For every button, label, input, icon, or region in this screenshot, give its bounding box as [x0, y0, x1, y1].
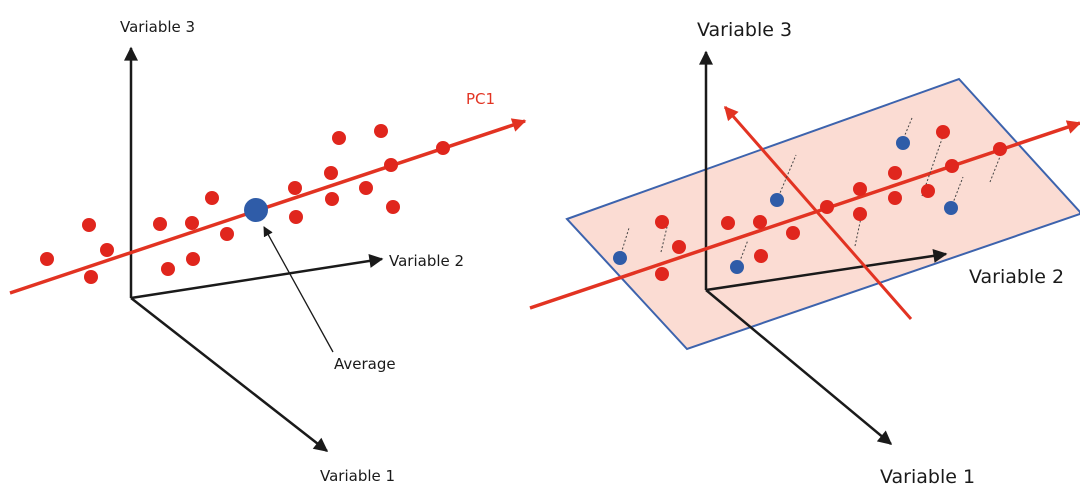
- data-point: [853, 207, 867, 221]
- right-variable2-label: Variable 2: [969, 266, 1064, 288]
- data-point: [386, 200, 400, 214]
- data-point: [921, 184, 935, 198]
- data-point: [325, 192, 339, 206]
- left-variable2-label: Variable 2: [389, 252, 464, 270]
- left-variable1-label: Variable 1: [320, 467, 395, 485]
- data-point: [721, 216, 735, 230]
- data-point: [753, 215, 767, 229]
- right-blue-points: [613, 136, 958, 274]
- data-point: [672, 240, 686, 254]
- average-point: [244, 198, 268, 222]
- data-point: [936, 125, 950, 139]
- right-axis-variable1: [705, 289, 893, 445]
- data-point: [853, 182, 867, 196]
- left-axis-variable1: [130, 297, 329, 452]
- data-point: [324, 166, 338, 180]
- pc1-label: PC1: [466, 90, 495, 108]
- right-axis-variable2: [705, 248, 948, 292]
- data-point: [161, 262, 175, 276]
- right-variable3-label: Variable 3: [697, 19, 792, 41]
- right-variable1-label: Variable 1: [880, 466, 975, 488]
- data-point: [332, 131, 346, 145]
- left-data-points: [40, 124, 450, 284]
- left-variable3-label: Variable 3: [120, 18, 195, 36]
- data-point: [786, 226, 800, 240]
- left-axis-variable2: [130, 254, 384, 300]
- data-point: [436, 141, 450, 155]
- data-point: [384, 158, 398, 172]
- blue-point: [944, 201, 958, 215]
- right-pc1-line: [529, 120, 1080, 310]
- data-point: [289, 210, 303, 224]
- data-point: [205, 191, 219, 205]
- data-point: [82, 218, 96, 232]
- right-pc2-line: [723, 105, 913, 320]
- data-point: [288, 181, 302, 195]
- average-label: Average: [334, 355, 396, 373]
- projection-line: [660, 226, 668, 253]
- data-point: [754, 249, 768, 263]
- right-panel: Variable 3 Variable 2 Variable 1: [529, 19, 1080, 488]
- data-point: [100, 243, 114, 257]
- data-point: [655, 215, 669, 229]
- right-projected-points: [655, 125, 1007, 281]
- projection-plane: [565, 77, 1080, 351]
- left-panel: Variable 3 Variable 2 Variable 1 PC1 Ave…: [9, 18, 527, 485]
- data-point: [655, 267, 669, 281]
- data-point: [84, 270, 98, 284]
- data-point: [993, 142, 1007, 156]
- projection-line: [921, 135, 944, 197]
- data-point: [185, 216, 199, 230]
- data-point: [220, 227, 234, 241]
- data-point: [888, 166, 902, 180]
- data-point: [359, 181, 373, 195]
- data-point: [945, 159, 959, 173]
- data-point: [40, 252, 54, 266]
- data-point: [374, 124, 388, 138]
- blue-point: [770, 193, 784, 207]
- data-point: [153, 217, 167, 231]
- average-pointer-arrow: [263, 226, 334, 353]
- blue-point: [730, 260, 744, 274]
- data-point: [186, 252, 200, 266]
- blue-point: [613, 251, 627, 265]
- data-point: [820, 200, 834, 214]
- projection-line: [776, 154, 797, 201]
- data-point: [888, 191, 902, 205]
- blue-point: [896, 136, 910, 150]
